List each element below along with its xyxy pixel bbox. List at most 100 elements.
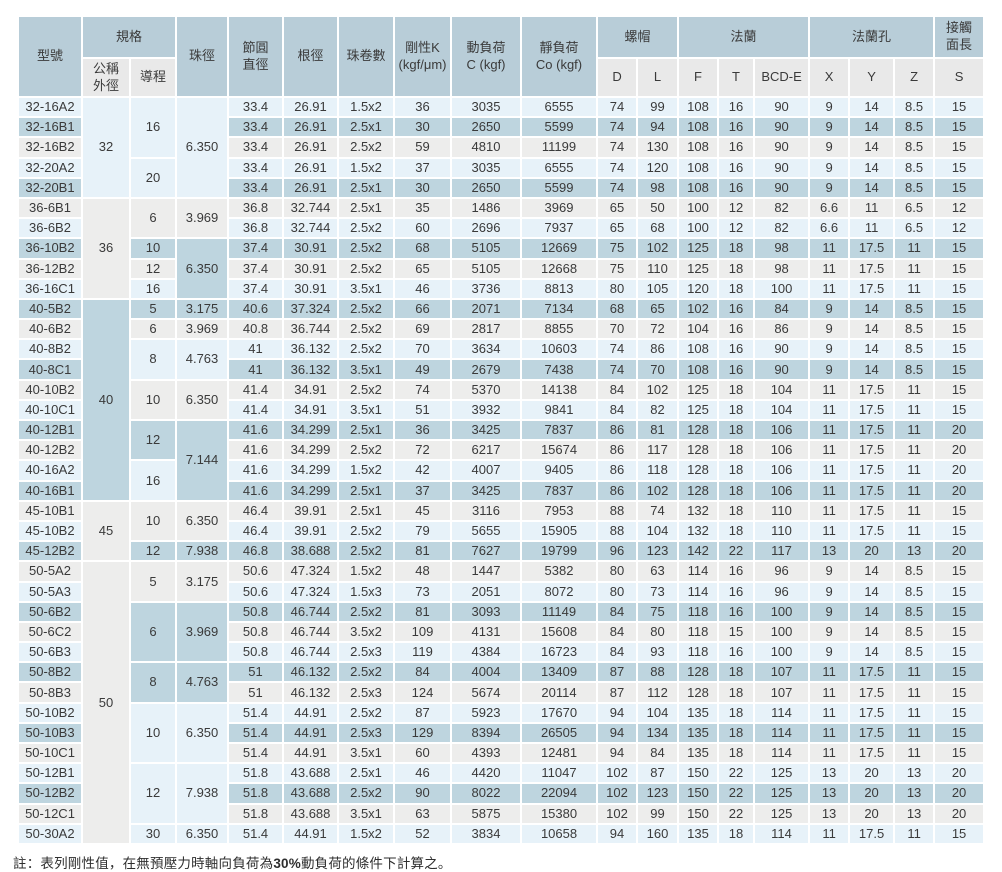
rigidity-cell: 51 [393,398,453,422]
ball-dia-cell: 4.763 [175,338,230,381]
pitch-dia-cell: 51.8 [227,802,285,825]
model-cell: 36-6B1 [17,196,83,220]
nut-l-cell: 105 [636,277,680,300]
hole-y-cell: 20 [848,762,896,785]
table-row: 50-30A2 30 6.350 51.4 44.91 1.5x2 52 3834 10658 9… [17,822,986,845]
nut-l-cell: 63 [636,560,680,583]
nut-l-cell: 99 [636,802,680,825]
dynamic-load-cell: 5674 [450,681,523,704]
flange-bcd-cell: 106 [753,418,811,442]
model-cell: 40-12B1 [17,418,83,442]
rigidity-cell: 48 [393,560,453,583]
dynamic-load-cell: 5105 [450,257,523,280]
table-row: 50-12B2 51.8 43.688 2.5x2 90 8022 22094 102 123 1… [17,782,986,805]
col-header-dynamic-load: 動負荷 C (kgf) [450,15,523,98]
contact-s-cell: 20 [933,802,986,825]
circuits-cell: 1.5x2 [337,459,396,482]
spec-table-header: 型號 規格 珠徑 節圓 直徑 根徑 珠卷數 剛性K (kgf/μm) 動負荷 C… [17,15,986,98]
table-row: 32-16A2 32 16 6.350 33.4 26.91 1.5x2 36 3035 6555… [17,95,986,199]
circuits-cell: 2.5x2 [337,782,396,805]
hole-z-cell: 13 [893,782,936,805]
hole-x-cell: 9 [808,560,851,583]
nut-d-cell: 68 [596,297,639,321]
model-cell: 50-5A3 [17,580,83,603]
nut-d-cell: 80 [596,580,639,603]
pitch-dia-cell: 51 [227,681,285,704]
circuits-cell: 2.5x1 [337,418,396,442]
pitch-dia-cell: 41.6 [227,418,285,442]
nut-l-cell: 134 [636,721,680,745]
hole-x-cell: 6.6 [808,196,851,220]
flange-t-cell: 12 [717,217,756,240]
static-load-cell: 6555 [520,156,599,179]
contact-s-cell: 15 [933,378,986,401]
rigidity-cell: 74 [393,378,453,401]
nut-d-cell: 80 [596,277,639,300]
nominal-od-cell: 50 [81,560,131,845]
flange-bcd-cell: 98 [753,237,811,260]
pitch-dia-cell: 51 [227,661,285,684]
circuits-cell: 3.5x1 [337,398,396,422]
nut-d-cell: 87 [596,661,639,684]
circuits-cell: 1.5x2 [337,95,396,119]
table-row: 45-10B1 45 10 6.350 46.4 39.91 2.5x1 45 3116 7953… [17,499,986,563]
hole-x-cell: 9 [808,620,851,644]
catalog-page: 型號 規格 珠徑 節圓 直徑 根徑 珠卷數 剛性K (kgf/μm) 動負荷 C… [13,15,986,872]
root-dia-cell: 46.132 [282,681,340,704]
pitch-dia-cell: 40.6 [227,297,285,321]
static-load-cell: 7837 [520,418,599,442]
nut-d-cell: 84 [596,620,639,644]
static-load-cell: 17670 [520,701,599,724]
table-row: 40-12B2 41.6 34.299 2.5x2 72 6217 15674 86 117 12… [17,439,986,462]
table-row: 50-5A3 50.6 47.324 1.5x3 73 2051 8072 80 73 114 16… [17,580,986,603]
hole-z-cell: 8.5 [893,580,936,603]
flange-bcd-cell: 90 [753,358,811,381]
flange-t-cell: 15 [717,620,756,644]
nut-l-cell: 93 [636,641,680,664]
model-cell: 32-16A2 [17,95,83,119]
contact-s-cell: 15 [933,822,986,845]
flange-bcd-cell: 106 [753,479,811,502]
dynamic-load-cell: 4384 [450,641,523,664]
flange-bcd-cell: 86 [753,318,811,341]
static-load-cell: 12669 [520,237,599,260]
root-dia-cell: 34.299 [282,418,340,442]
rigidity-cell: 45 [393,499,453,522]
circuits-cell: 3.5x1 [337,358,396,381]
flange-t-cell: 16 [717,95,756,119]
nut-d-cell: 74 [596,136,639,159]
flange-bcd-cell: 110 [753,499,811,522]
col-header-nut-l: L [636,57,680,98]
contact-s-cell: 15 [933,358,986,381]
col-header-flange-bcd: BCD-E [753,57,811,98]
nut-l-cell: 102 [636,237,680,260]
circuits-cell: 2.5x3 [337,641,396,664]
hole-x-cell: 9 [808,338,851,361]
root-dia-cell: 44.91 [282,701,340,724]
col-header-contact-s: S [933,57,986,98]
hole-x-cell: 13 [808,802,851,825]
root-dia-cell: 26.91 [282,95,340,119]
flange-f-cell: 142 [677,540,720,563]
ball-dia-cell: 7.938 [175,540,230,563]
nut-d-cell: 84 [596,398,639,422]
circuits-cell: 3.5x2 [337,620,396,644]
rigidity-cell: 30 [393,176,453,199]
flange-t-cell: 18 [717,681,756,704]
flange-f-cell: 125 [677,237,720,260]
static-load-cell: 7134 [520,297,599,321]
nut-d-cell: 94 [596,822,639,845]
ball-dia-cell: 6.350 [175,822,230,845]
contact-s-cell: 20 [933,782,986,805]
dynamic-load-cell: 3035 [450,95,523,119]
pitch-dia-cell: 33.4 [227,136,285,159]
model-cell: 32-16B1 [17,116,83,139]
ball-dia-cell: 3.175 [175,560,230,603]
pitch-dia-cell: 40.8 [227,318,285,341]
root-dia-cell: 34.91 [282,378,340,401]
static-load-cell: 10603 [520,338,599,361]
flange-f-cell: 102 [677,297,720,321]
contact-s-cell: 20 [933,418,986,442]
header-row-groups: 型號 規格 珠徑 節圓 直徑 根徑 珠卷數 剛性K (kgf/μm) 動負荷 C… [17,15,986,98]
table-row: 50-6C2 50.8 46.744 3.5x2 109 4131 15608 84 80 118… [17,620,986,644]
